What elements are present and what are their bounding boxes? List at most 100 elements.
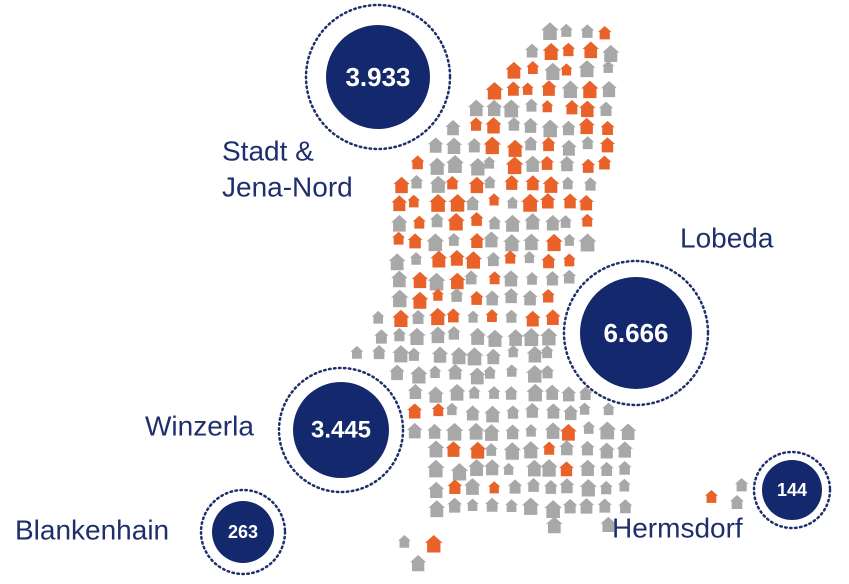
- house-icon: [450, 347, 468, 365]
- house-icon: [398, 535, 411, 548]
- house-icon: [447, 233, 461, 246]
- region-label: Stadt &: [222, 135, 314, 166]
- house-icon: [524, 155, 541, 172]
- house-icon: [578, 233, 597, 252]
- house-icon: [563, 405, 579, 421]
- house-icon: [730, 495, 744, 509]
- house-icon: [483, 175, 497, 189]
- house-icon: [599, 137, 616, 153]
- house-icon: [467, 138, 482, 153]
- house-icon: [467, 310, 480, 323]
- house-icon: [468, 367, 486, 385]
- house-icon: [447, 479, 463, 495]
- house-icon: [541, 253, 556, 269]
- house-icon: [525, 271, 539, 285]
- house-icon: [485, 81, 504, 100]
- house-icon: [391, 270, 408, 288]
- house-icon: [545, 516, 563, 534]
- region-label: Hermsdorf: [612, 512, 743, 543]
- bubble-value: 144: [777, 480, 807, 500]
- region-label: Lobeda: [680, 222, 774, 253]
- house-icon: [523, 251, 536, 264]
- bubble-value: 3.933: [345, 62, 410, 92]
- house-icon: [559, 440, 575, 456]
- house-icon: [579, 479, 598, 497]
- house-icon: [544, 422, 562, 439]
- house-icon: [469, 158, 487, 176]
- house-icon: [411, 271, 429, 289]
- house-icon: [526, 61, 540, 74]
- house-icon: [445, 175, 459, 190]
- house-icon: [581, 136, 595, 150]
- house-icon: [429, 326, 447, 344]
- house-icon: [545, 403, 562, 419]
- house-icon: [540, 459, 558, 477]
- house-icon: [428, 365, 442, 378]
- bubble: [212, 501, 274, 563]
- house-icon: [526, 459, 543, 477]
- house-icon: [431, 403, 445, 417]
- house-icon: [541, 288, 555, 303]
- house-icon: [431, 346, 449, 363]
- house-icon: [411, 309, 426, 324]
- house-icon: [506, 405, 520, 419]
- house-icon: [564, 100, 580, 115]
- house-icon: [507, 345, 520, 358]
- house-icon: [393, 176, 410, 194]
- house-icon: [578, 498, 595, 514]
- house-icon: [485, 309, 499, 323]
- house-icon: [597, 498, 612, 513]
- house-icon: [504, 386, 518, 400]
- house-icon: [578, 194, 594, 211]
- house-icon: [561, 176, 575, 190]
- house-icon: [563, 233, 576, 246]
- house-icon: [428, 137, 444, 153]
- bubble: [293, 382, 389, 478]
- house-icon: [544, 309, 561, 326]
- house-icon: [581, 158, 596, 173]
- house-icon: [507, 329, 524, 346]
- house-icon: [524, 424, 538, 437]
- house-icon: [447, 364, 464, 380]
- house-icon: [540, 345, 554, 359]
- house-icon: [450, 462, 469, 481]
- house-icon: [502, 270, 520, 287]
- house-icon: [388, 253, 406, 271]
- house-icon: [407, 383, 423, 400]
- house-icon: [467, 422, 485, 440]
- house-icon: [617, 460, 632, 475]
- house-icon: [407, 233, 423, 249]
- house-icon: [599, 480, 613, 495]
- house-icon: [541, 119, 560, 138]
- house-icon: [545, 271, 560, 286]
- house-icon: [523, 233, 540, 251]
- house-icon: [602, 402, 615, 416]
- house-icon: [578, 386, 593, 401]
- house-icon: [485, 348, 502, 365]
- house-icon: [542, 176, 560, 193]
- house-icon: [618, 499, 633, 514]
- house-icon: [507, 117, 521, 131]
- house-icon: [372, 345, 387, 360]
- house-icon: [540, 365, 555, 379]
- house-icon: [391, 195, 408, 212]
- house-icon: [466, 498, 479, 511]
- house-icon: [560, 63, 573, 76]
- house-icon: [503, 250, 517, 264]
- house-icon: [483, 424, 500, 441]
- house-icon: [545, 233, 563, 252]
- house-icon: [445, 441, 462, 457]
- house-icon: [559, 23, 573, 37]
- house-icon: [705, 490, 718, 503]
- house-icon: [581, 80, 599, 99]
- house-icon: [449, 288, 464, 302]
- house-icon: [542, 42, 560, 61]
- house-icon: [407, 347, 421, 361]
- house-icon: [540, 193, 556, 209]
- house-icon: [488, 481, 501, 494]
- bubbles: 3.933 Stadt & Jena-Nord 6.666 Lobeda 3.445 Win…: [15, 3, 832, 576]
- house-icon: [502, 99, 521, 118]
- house-icon: [521, 193, 540, 212]
